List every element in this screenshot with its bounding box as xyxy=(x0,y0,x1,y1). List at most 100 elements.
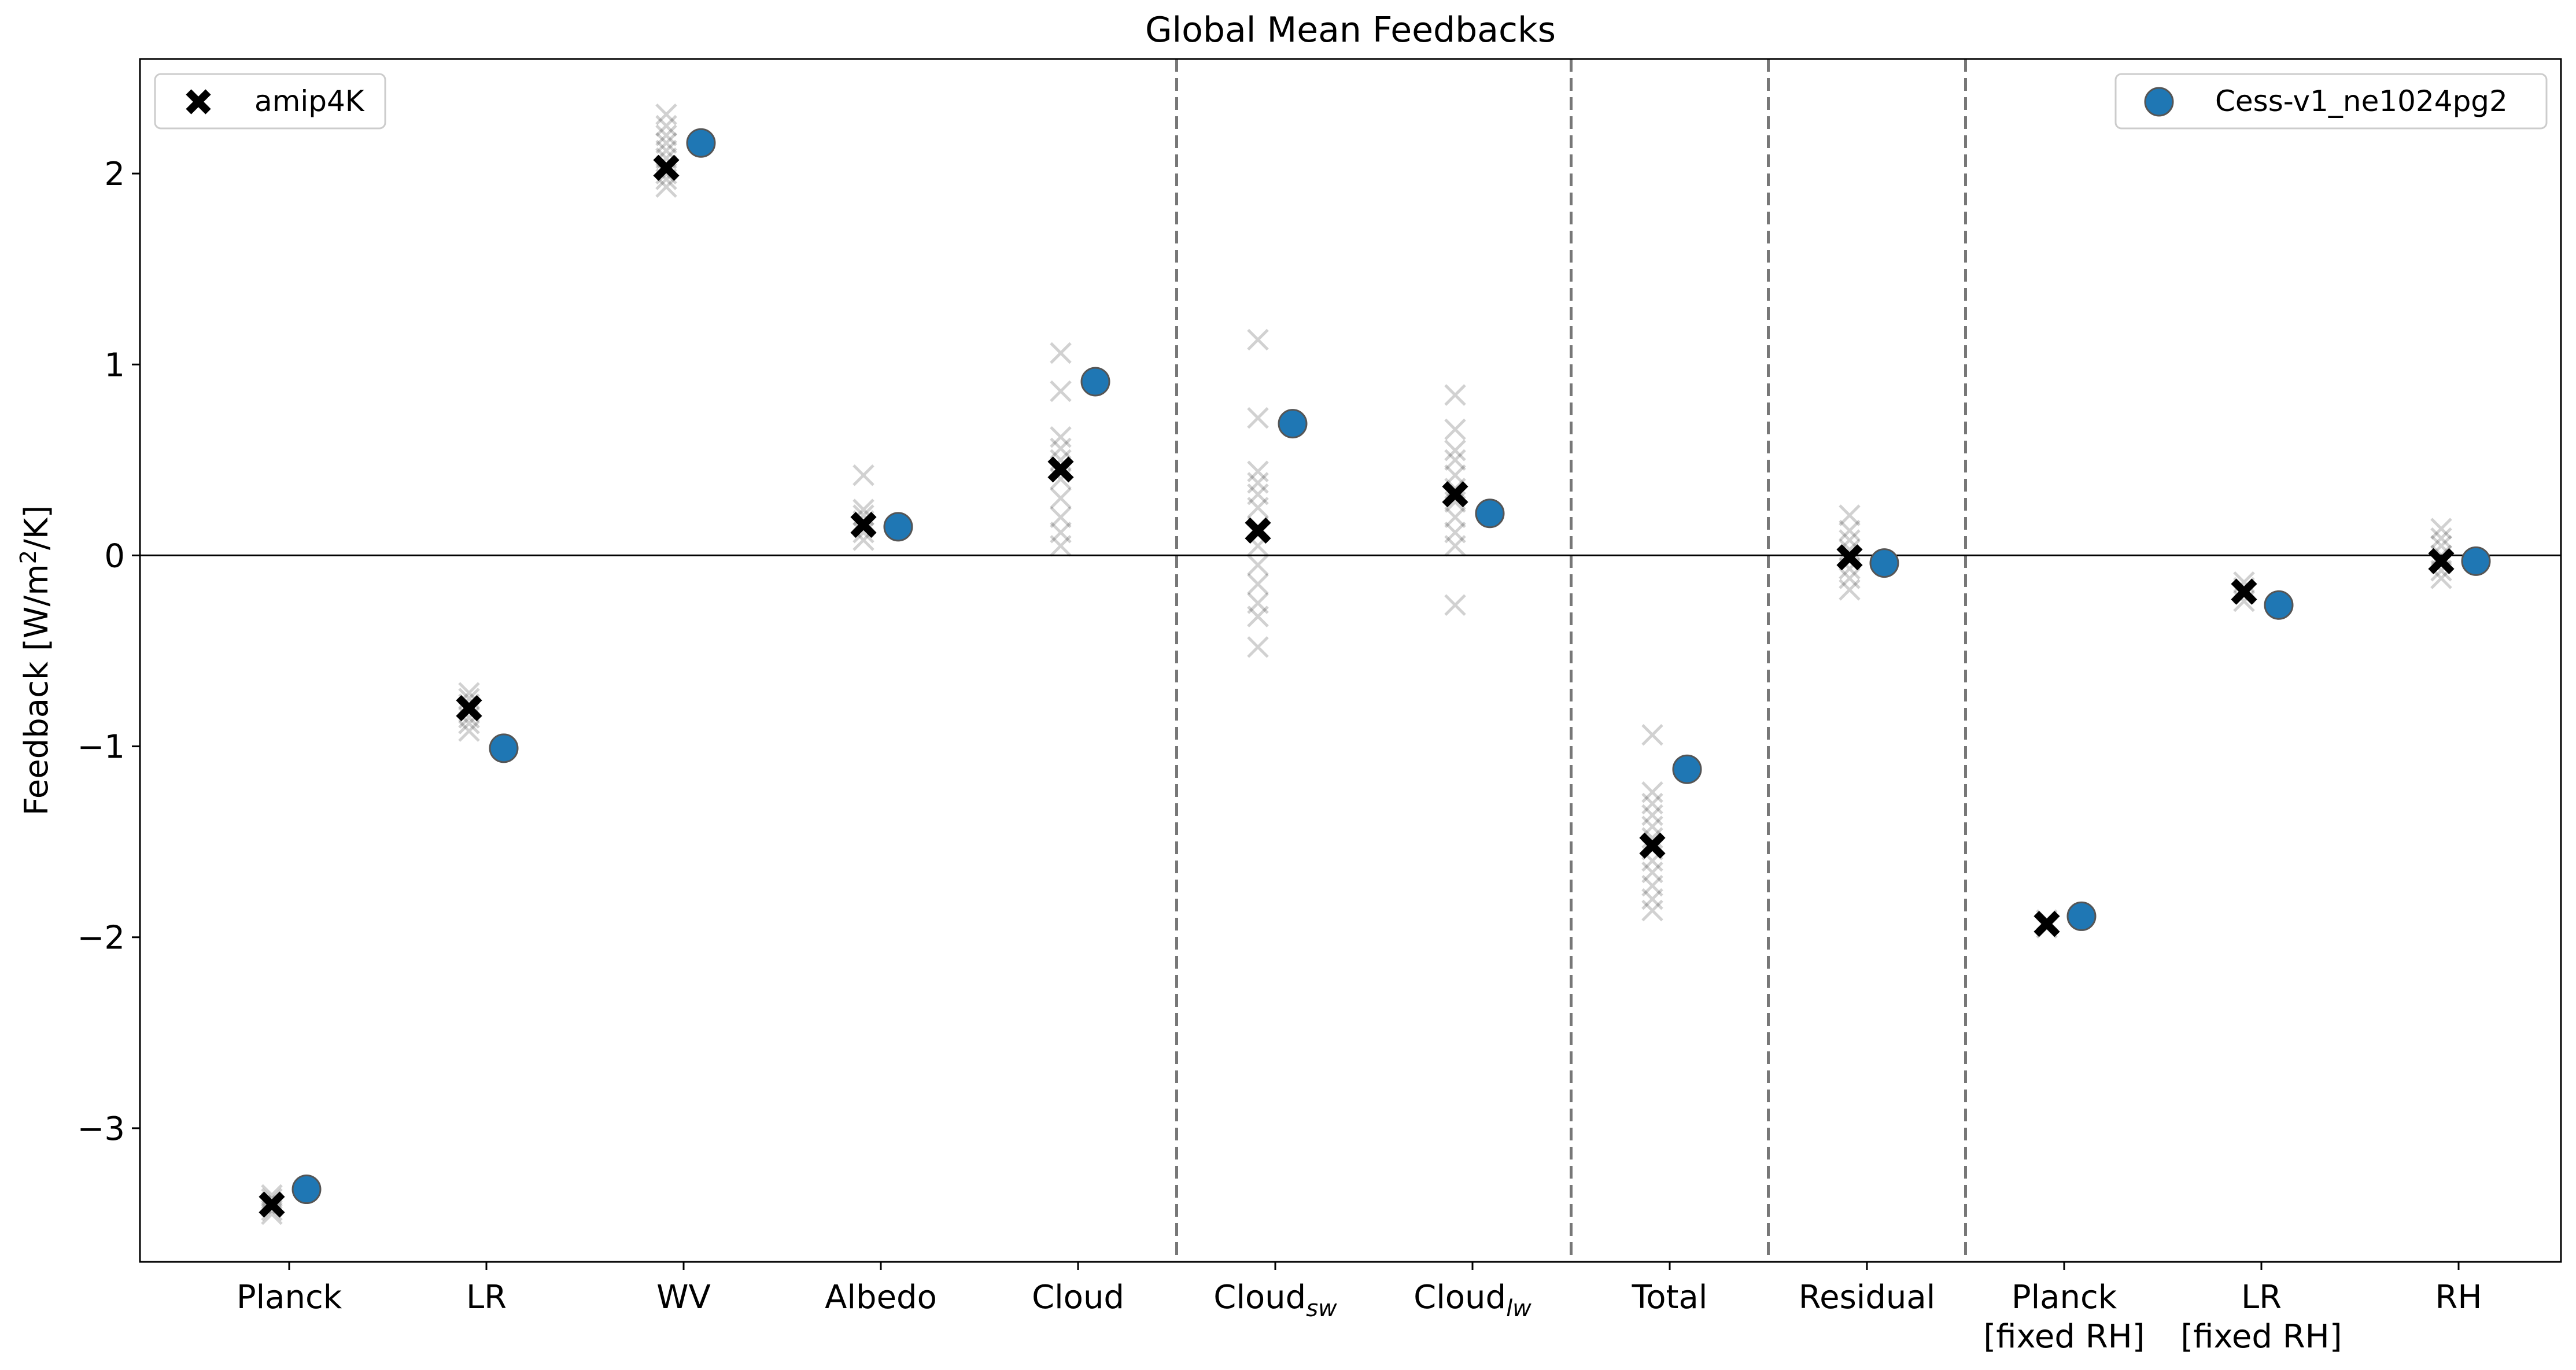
amip4k-mark xyxy=(1047,456,1074,483)
ensemble-member-mark xyxy=(458,720,480,742)
ensemble-member-mark xyxy=(1247,636,1269,658)
amip4k-mark xyxy=(259,1191,285,1218)
ensemble-member-mark xyxy=(1444,506,1466,529)
cess-mark xyxy=(1475,498,1505,529)
legend-cess-box xyxy=(2114,73,2548,130)
x-tick-label: LR xyxy=(2241,1279,2282,1316)
cess-mark xyxy=(489,733,519,763)
ensemble-member-mark xyxy=(1247,472,1269,494)
cess-mark xyxy=(686,128,716,158)
ensemble-member-mark xyxy=(1050,522,1072,544)
ensemble-member-mark xyxy=(2430,518,2452,540)
ensemble-member-mark xyxy=(1444,491,1466,513)
amip4k-mark xyxy=(1836,544,1863,571)
amip4k-mark xyxy=(850,511,877,538)
amip4k-mark xyxy=(456,695,482,722)
ensemble-member-mark xyxy=(1444,594,1466,616)
cess-mark xyxy=(1278,409,1308,439)
legend-amip4k-marker xyxy=(186,89,211,115)
ensemble-member-mark xyxy=(1247,460,1269,482)
ensemble-member-mark xyxy=(1839,567,1861,589)
x-tick-label: Cloud xyxy=(1032,1279,1124,1316)
cess-mark xyxy=(2264,590,2294,620)
cess-mark xyxy=(883,512,913,542)
y-tick-label: −2 xyxy=(77,920,125,957)
ensemble-member-mark xyxy=(655,176,677,198)
ensemble-member-mark xyxy=(1641,888,1663,910)
ensemble-member-mark xyxy=(655,124,677,146)
cess-mark xyxy=(291,1175,322,1205)
ensemble-member-mark xyxy=(1839,538,1861,561)
cess-mark xyxy=(2461,546,2491,576)
ensemble-member-mark xyxy=(1641,815,1663,838)
cess-mark xyxy=(1869,548,1899,578)
ensemble-member-mark xyxy=(1641,899,1663,922)
ensemble-member-mark xyxy=(1050,535,1072,557)
ensemble-member-mark xyxy=(852,522,874,544)
ensemble-member-mark xyxy=(1641,827,1663,849)
ensemble-member-mark xyxy=(1444,449,1466,471)
ensemble-member-mark xyxy=(1641,792,1663,815)
ensemble-member-mark xyxy=(1247,573,1269,595)
ensemble-member-mark xyxy=(852,464,874,486)
ensemble-member-mark xyxy=(261,1199,283,1221)
y-tick-label: −3 xyxy=(77,1110,125,1148)
x-tick-label: Albedo xyxy=(825,1279,937,1316)
amip4k-mark xyxy=(2428,548,2455,574)
x-tick-label-line2: [fixed RH] xyxy=(1983,1318,2145,1356)
ensemble-member-mark xyxy=(1444,418,1466,441)
ensemble-member-mark xyxy=(655,103,677,125)
x-tick-label: WV xyxy=(656,1279,711,1316)
ensemble-member-mark xyxy=(1247,407,1269,429)
ensemble-member-mark xyxy=(1050,506,1072,529)
ensemble-member-mark xyxy=(1247,328,1269,351)
ensemble-member-mark xyxy=(1641,874,1663,897)
ensemble-member-mark xyxy=(1247,592,1269,614)
ensemble-member-mark xyxy=(1444,384,1466,406)
legend-amip4k-label: amip4K xyxy=(254,84,365,118)
y-axis-label: Feedback [W/m2/K] xyxy=(16,505,56,816)
plot-frame xyxy=(139,58,2562,1263)
y-tick-label: 1 xyxy=(104,346,125,384)
ensemble-member-mark xyxy=(1247,605,1269,627)
ensemble-member-mark xyxy=(1839,579,1861,601)
legend-amip4k-box xyxy=(154,73,386,130)
amip4k-mark xyxy=(1442,481,1468,508)
amip4k-mark xyxy=(2231,578,2257,605)
ensemble-member-mark xyxy=(1050,380,1072,402)
ensemble-member-mark xyxy=(1641,861,1663,884)
cess-mark xyxy=(1672,754,1702,784)
y-tick-label: −1 xyxy=(77,729,125,766)
cess-mark xyxy=(2066,901,2097,931)
legend-cess-marker xyxy=(2144,87,2174,117)
ensemble-member-mark xyxy=(1839,519,1861,542)
ensemble-member-mark xyxy=(1444,464,1466,486)
ensemble-member-mark xyxy=(1444,440,1466,461)
ensemble-member-mark xyxy=(261,1188,283,1210)
amip4k-mark xyxy=(2034,911,2060,937)
amip4k-mark xyxy=(653,154,680,181)
x-tick-label: Residual xyxy=(1799,1279,1936,1316)
ensemble-member-mark xyxy=(1444,478,1466,500)
ensemble-member-mark xyxy=(1247,483,1269,505)
ensemble-member-mark xyxy=(1247,497,1269,519)
ensemble-member-mark xyxy=(655,115,677,137)
ensemble-member-mark xyxy=(1444,535,1466,557)
amip4k-mark xyxy=(1245,517,1271,544)
ensemble-member-mark xyxy=(1050,342,1072,364)
x-tick-label-line2: [fixed RH] xyxy=(2180,1318,2342,1356)
x-tick-label: Planck xyxy=(2012,1279,2117,1316)
chart-title: Global Mean Feedbacks xyxy=(1145,10,1556,50)
ensemble-member-mark xyxy=(655,163,677,184)
ensemble-member-mark xyxy=(1050,437,1072,460)
cess-mark xyxy=(1080,367,1110,397)
ensemble-member-mark xyxy=(1641,723,1663,746)
x-tick-label: LR xyxy=(466,1279,507,1316)
x-tick-label: Planck xyxy=(237,1279,342,1316)
ensemble-member-mark xyxy=(1641,781,1663,803)
x-tick-label: Total xyxy=(1632,1279,1708,1316)
y-tick-label: 0 xyxy=(104,537,125,575)
ensemble-member-mark xyxy=(1839,504,1861,526)
ensemble-member-mark xyxy=(1444,522,1466,544)
